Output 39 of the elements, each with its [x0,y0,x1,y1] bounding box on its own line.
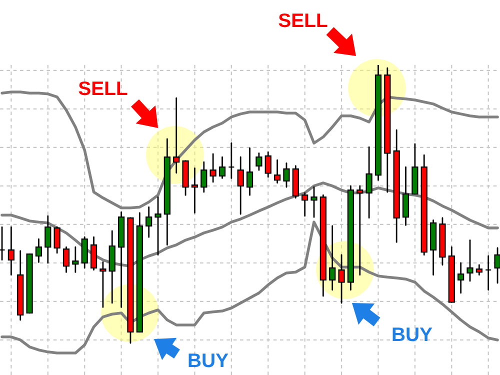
candlestick [54,226,60,254]
candlestick [274,159,281,184]
candlestick [366,146,372,219]
text: BUY [188,354,228,368]
candlestick [264,151,272,178]
candlestick [310,186,318,218]
candlestick [100,261,106,308]
candlestick [72,246,79,273]
candlestick [44,215,52,264]
candlestick [200,161,208,193]
candlestick [494,247,500,284]
candlestick [356,185,364,276]
text: SELL [278,13,328,28]
candlestick [210,153,216,183]
candlestick [191,167,198,214]
candlestick [458,262,464,294]
candlestick [146,206,152,238]
candlestick [218,156,226,179]
candlestick [173,97,180,174]
candlestick [81,236,88,269]
annotation: SELL [78,81,128,96]
candlestick [62,246,70,273]
candlestick [35,238,42,263]
candlestick [302,192,308,217]
candlestick [338,254,345,304]
candlestick [466,239,474,282]
candlestick [256,152,262,171]
candlestick [329,225,336,291]
candlestick [476,264,482,276]
candlestick [154,196,162,256]
candlestick [485,255,492,291]
annotation: BUY [392,328,432,342]
candlestick [90,236,98,271]
candlestick [237,156,244,215]
candlestick [246,147,254,196]
candlestick [283,162,290,188]
candlestick [228,142,235,179]
candlestick [8,226,15,276]
candlestick [402,166,410,226]
